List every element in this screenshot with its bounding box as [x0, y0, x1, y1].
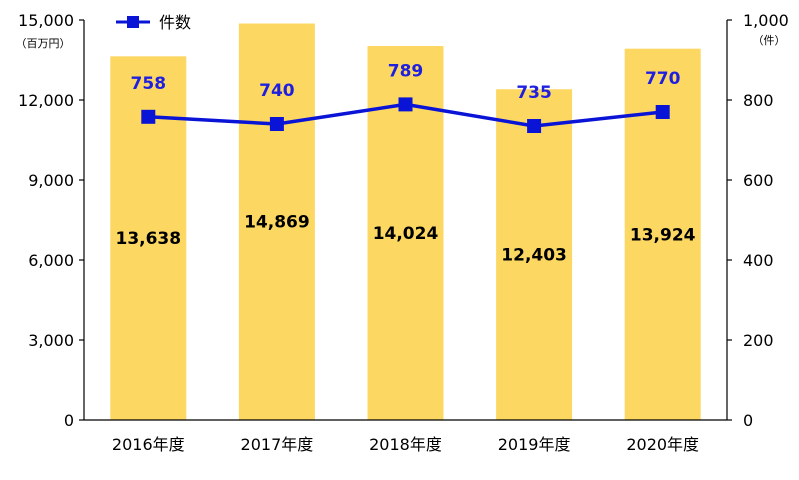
left-axis-ticks: 0 3,000 6,000 9,000 12,000 15,000 — [18, 11, 84, 430]
x-tick-label-5: 2020年度 — [626, 435, 699, 454]
x-tick-label-2: 2017年度 — [241, 435, 314, 454]
line-point-label-4: 735 — [516, 83, 552, 103]
legend: 件数 — [116, 13, 191, 32]
bar-series — [110, 23, 701, 421]
line-series — [141, 97, 670, 133]
right-axis-unit: （件） — [753, 34, 786, 47]
right-tick-label-4: 600 — [743, 171, 774, 190]
legend-label: 件数 — [159, 13, 191, 32]
bar-4 — [496, 89, 573, 421]
left-tick-label-6: 15,000 — [18, 11, 74, 30]
x-tick-label-3: 2018年度 — [369, 435, 442, 454]
left-axis-unit: （百万円） — [16, 37, 71, 50]
bar-label-3: 14,024 — [373, 224, 439, 244]
bar-label-1: 13,638 — [115, 229, 181, 249]
line-point-label-1: 758 — [131, 74, 167, 94]
line-point-1 — [141, 109, 156, 124]
x-tick-label-1: 2016年度 — [112, 435, 185, 454]
bar-label-4: 12,403 — [501, 246, 567, 266]
line-point-label-3: 789 — [388, 61, 424, 81]
right-tick-label-1: 0 — [743, 411, 753, 430]
line-point-label-5: 770 — [645, 69, 681, 89]
line-point-label-2: 740 — [259, 81, 295, 101]
x-tick-label-4: 2019年度 — [498, 435, 571, 454]
left-tick-label-3: 6,000 — [28, 251, 74, 270]
left-tick-label-1: 0 — [64, 411, 74, 430]
right-tick-label-6: 1,000 — [743, 11, 789, 30]
left-tick-label-5: 12,000 — [18, 91, 74, 110]
line-point-3 — [398, 97, 413, 112]
line-point-5 — [655, 105, 670, 119]
right-tick-label-5: 800 — [743, 91, 774, 110]
line-data-labels: 758 740 789 735 770 — [131, 61, 681, 103]
legend-marker-swatch — [127, 16, 139, 28]
bar-data-labels: 13,638 14,869 14,024 12,403 13,924 — [115, 213, 695, 266]
bar-2 — [238, 23, 315, 420]
left-tick-label-4: 9,000 — [28, 171, 74, 190]
x-axis-ticks: 2016年度 2017年度 2018年度 2019年度 2020年度 — [112, 435, 699, 454]
bar-label-2: 14,869 — [244, 213, 310, 233]
left-tick-label-2: 3,000 — [28, 331, 74, 350]
bar-label-5: 13,924 — [630, 225, 696, 245]
right-axis-ticks: 0 200 400 600 800 1,000 — [727, 11, 789, 430]
right-tick-label-2: 200 — [743, 331, 774, 350]
line-point-4 — [527, 119, 542, 133]
axes — [83, 20, 728, 421]
line-point-2 — [269, 117, 284, 131]
right-tick-label-3: 400 — [743, 251, 774, 270]
